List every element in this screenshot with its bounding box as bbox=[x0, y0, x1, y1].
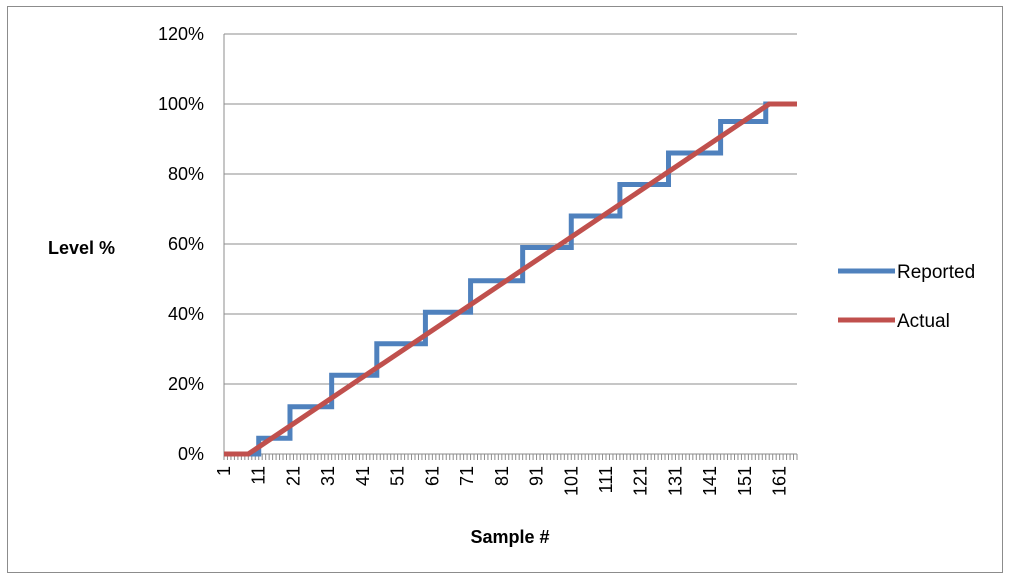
x-tick-label: 121 bbox=[631, 466, 651, 496]
y-axis-title: Level % bbox=[48, 238, 115, 258]
x-tick-label: 41 bbox=[353, 466, 373, 486]
series-reported-line bbox=[224, 101, 797, 457]
x-axis-title: Sample # bbox=[470, 527, 549, 547]
series-actual-line bbox=[224, 101, 797, 457]
x-tick-label: 141 bbox=[700, 466, 720, 496]
x-tick-label: 151 bbox=[735, 466, 755, 496]
x-tick-label: 1 bbox=[214, 466, 234, 476]
y-tick-label: 120% bbox=[158, 24, 204, 44]
x-tick-label: 71 bbox=[457, 466, 477, 486]
legend-label-actual: Actual bbox=[897, 311, 950, 332]
x-tick-label: 91 bbox=[527, 466, 547, 486]
chart-frame bbox=[7, 6, 1003, 573]
gridlines bbox=[224, 33, 797, 385]
x-tick-label: 101 bbox=[561, 466, 581, 496]
legend-label-reported: Reported bbox=[897, 262, 975, 283]
x-tick-label: 11 bbox=[249, 466, 269, 485]
y-tick-label: 0% bbox=[178, 444, 204, 464]
y-tick-label: 60% bbox=[168, 234, 204, 254]
y-tick-label: 100% bbox=[158, 94, 204, 114]
y-tick-label: 20% bbox=[168, 374, 204, 394]
x-tick-label: 61 bbox=[422, 466, 442, 486]
y-tick-labels: 0% 20% 40% 60% 80% 100% 120% bbox=[158, 24, 204, 464]
x-tick-label: 111 bbox=[596, 466, 616, 493]
y-tick-label: 40% bbox=[168, 304, 204, 324]
x-tick-label: 131 bbox=[665, 466, 685, 496]
x-tick-label: 81 bbox=[492, 466, 512, 486]
legend: Reported Actual bbox=[838, 262, 975, 332]
x-tick-label: 161 bbox=[770, 466, 790, 496]
x-tick-labels: 1 11 21 31 41 51 61 71 81 91 101 111 121 131 141 151 161 bbox=[214, 466, 790, 496]
x-axis bbox=[223, 34, 798, 460]
series-lines bbox=[224, 101, 797, 457]
x-tick-label: 51 bbox=[388, 466, 408, 486]
y-tick-label: 80% bbox=[168, 164, 204, 184]
x-tick-label: 31 bbox=[318, 466, 338, 486]
x-tick-label: 21 bbox=[283, 466, 303, 486]
